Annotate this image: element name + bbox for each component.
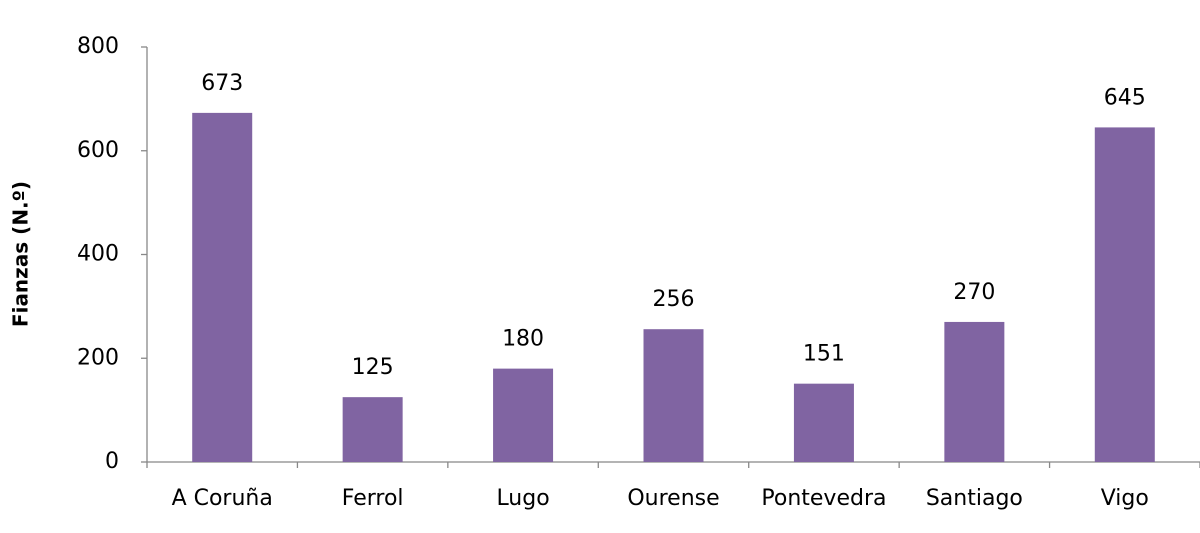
y-tick-label: 0 — [105, 449, 119, 474]
bar — [493, 368, 554, 462]
y-tick-label: 200 — [77, 345, 119, 370]
bar — [192, 112, 253, 462]
x-tick-label: Vigo — [1101, 486, 1149, 511]
x-tick-label: Santiago — [926, 486, 1023, 511]
value-label: 151 — [803, 342, 845, 367]
value-label: 270 — [953, 280, 995, 305]
bar — [643, 329, 704, 462]
x-tick-label: Lugo — [496, 486, 549, 511]
value-label: 256 — [653, 287, 695, 312]
y-tick-label: 800 — [77, 34, 119, 59]
x-tick-label: Pontevedra — [761, 486, 886, 511]
value-label: 125 — [352, 355, 394, 380]
x-tick-label: A Coruña — [172, 486, 273, 511]
x-tick-label: Ourense — [627, 486, 719, 511]
bar — [342, 397, 403, 462]
bar — [944, 321, 1005, 462]
y-axis-title: Fianzas (N.º) — [9, 181, 33, 327]
value-label: 673 — [201, 71, 243, 96]
value-label: 180 — [502, 327, 544, 352]
bar — [1094, 127, 1155, 462]
y-tick-label: 400 — [77, 242, 119, 267]
bar — [793, 383, 854, 462]
y-tick-label: 600 — [77, 138, 119, 163]
value-label: 645 — [1104, 85, 1146, 110]
x-tick-label: Ferrol — [342, 486, 404, 511]
